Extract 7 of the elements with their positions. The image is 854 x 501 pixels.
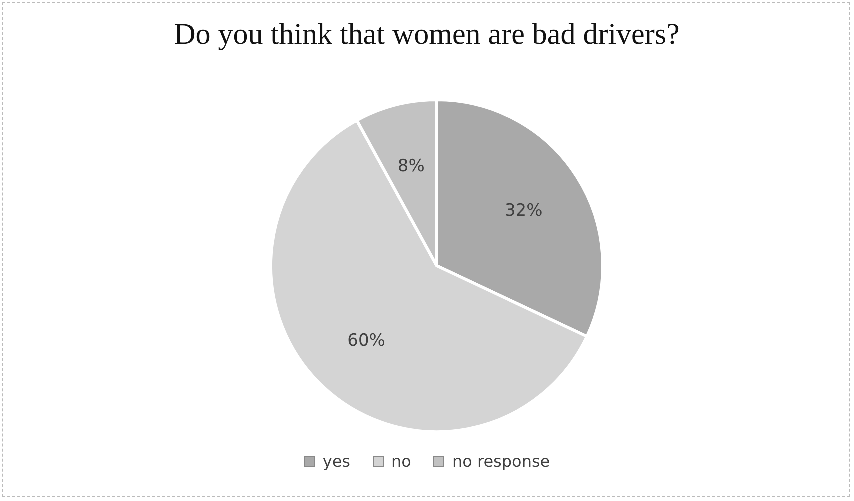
data-label: 32% <box>505 200 543 221</box>
data-label: 8% <box>398 156 425 176</box>
chart-title: Do you think that women are bad drivers? <box>173 18 681 52</box>
data-label: 60% <box>348 331 386 352</box>
legend-label: no response <box>451 452 550 471</box>
legend-label: no <box>390 452 412 471</box>
legend-label: yes <box>322 452 351 471</box>
